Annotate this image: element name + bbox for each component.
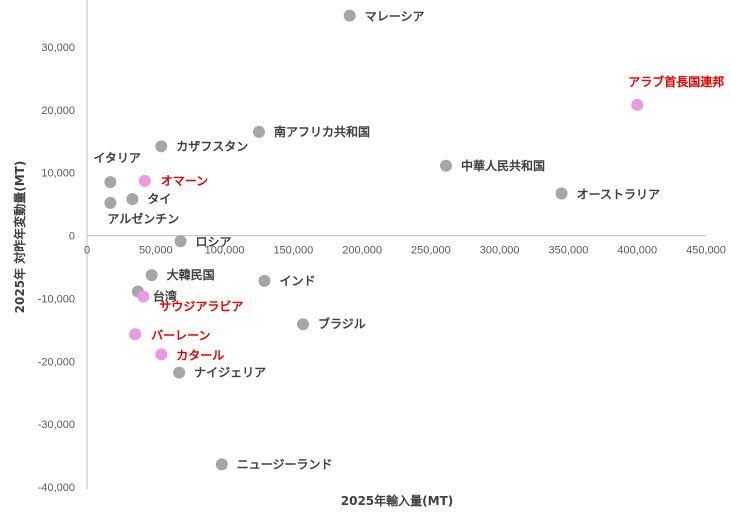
data-point-label: カザフスタン (176, 139, 248, 153)
data-point-label: オマーン (161, 174, 208, 188)
data-point-label: カタール (176, 348, 224, 362)
axes (86, 0, 706, 489)
data-point (138, 174, 151, 187)
y-tick-label: -20,000 (38, 356, 75, 368)
data-point-label: サウジアラビア (159, 299, 243, 314)
data-point (173, 366, 186, 379)
data-point-label: マレーシア (365, 10, 425, 24)
data-point (631, 98, 644, 111)
data-point (155, 348, 168, 361)
x-tick-label: 150,000 (273, 245, 313, 257)
data-point (137, 290, 150, 303)
x-tick-label: 350,000 (549, 245, 589, 257)
y-tick-label: -40,000 (38, 482, 75, 494)
data-point (296, 318, 309, 331)
data-point-label: タイ (147, 192, 171, 206)
data-point (440, 159, 453, 172)
data-point-label: 中華人民共和国 (461, 158, 545, 173)
y-tick-label: 30,000 (41, 42, 75, 54)
data-point (155, 140, 168, 153)
y-tick-label: 0 (69, 231, 75, 243)
y-tick-labels: 30,000 20,000 10,000 0 -10,000 -20,000 -30,000… (38, 42, 75, 494)
y-tick-label: 10,000 (41, 168, 75, 180)
data-point-label: 大韓民国 (167, 267, 215, 282)
data-point (129, 328, 142, 341)
y-tick-label: 20,000 (41, 105, 75, 117)
data-point-label: ブラジル (318, 316, 366, 331)
y-tick-label: -10,000 (38, 293, 75, 305)
data-point (126, 193, 139, 206)
x-tick-label: 400,000 (617, 245, 657, 257)
x-tick-label: 50,000 (139, 245, 173, 257)
data-point-label: イタリア (93, 151, 141, 165)
x-tick-label: 0 (84, 245, 90, 257)
data-point (174, 235, 187, 248)
data-point-label: インド (279, 274, 315, 288)
x-tick-label: 250,000 (411, 245, 451, 257)
x-tick-label: 200,000 (342, 245, 382, 257)
x-axis-title: 2025年輸入量(MT) (341, 493, 454, 508)
data-point (215, 458, 228, 471)
data-point (343, 9, 356, 22)
data-point-label: アルゼンチン (107, 211, 179, 226)
x-tick-label: 450,000 (686, 245, 726, 257)
x-tick-label: 300,000 (480, 245, 520, 257)
data-point-label: バーレーン (151, 328, 210, 342)
data-point-label: ナイジェリア (194, 366, 266, 380)
data-point-label: 南アフリカ共和国 (274, 124, 370, 139)
data-point (258, 274, 271, 287)
data-point-label: ロシア (196, 235, 232, 249)
data-point (104, 176, 117, 189)
data-point-label: オーストラリア (577, 187, 660, 201)
data-point-label: ニュージーランド (237, 457, 333, 471)
data-point (555, 187, 568, 200)
data-point-label: アラブ首長国連邦 (628, 74, 724, 89)
x-tick-labels: 0 50,000 100,000 150,000 200,000 250,000 300,0… (84, 245, 726, 257)
data-point (145, 269, 158, 282)
data-point-label: 台湾 (153, 289, 177, 304)
data-point (104, 196, 117, 209)
y-axis-title: 2025年 対昨年変動量(MT) (12, 161, 27, 314)
y-tick-label: -30,000 (38, 419, 75, 431)
x-tick-label: 100,000 (205, 245, 245, 257)
data-point (252, 125, 265, 138)
